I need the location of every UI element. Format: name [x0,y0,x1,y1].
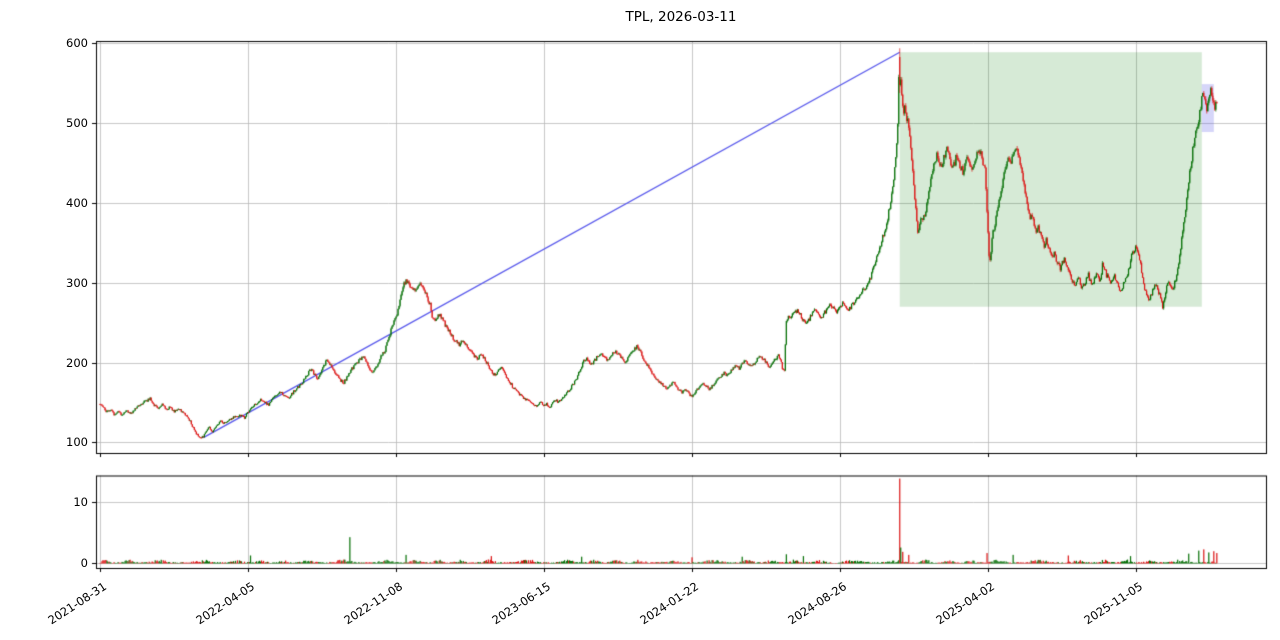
price-ytick-label: 500 [66,116,88,131]
price-ytick-label: 400 [66,196,88,210]
chart-title: TPL, 2026-03-11 [625,9,737,25]
price-ytick-label: 300 [66,275,88,290]
price-ytick-label: 200 [66,355,88,370]
volume-ytick-label: 10 [73,495,88,510]
volume-ytick-label: 0 [80,556,88,571]
price-ytick-label: 600 [66,36,88,51]
price-ytick-label: 100 [66,435,88,450]
